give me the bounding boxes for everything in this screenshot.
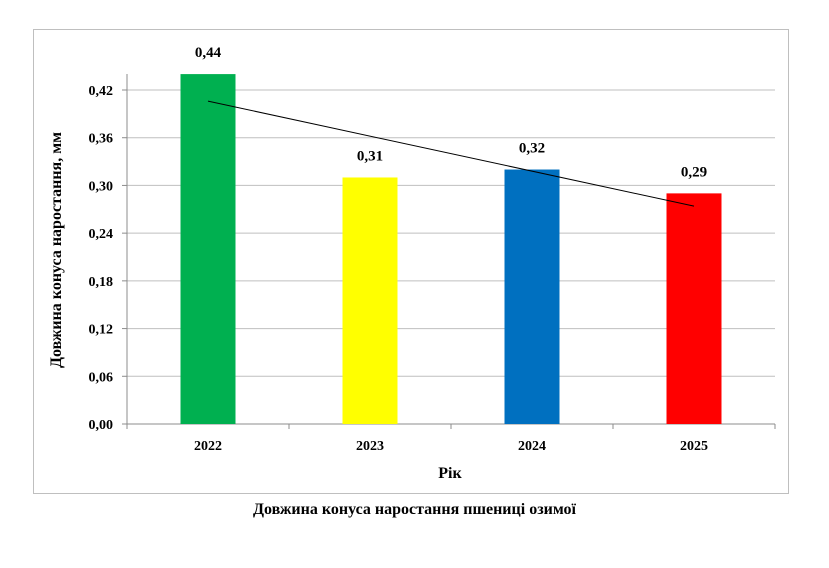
y-tick-label: 0,30: [89, 179, 114, 194]
y-tick-label: 0,24: [89, 227, 114, 242]
bar-2023: [342, 177, 398, 424]
x-tick-label: 2023: [356, 439, 384, 454]
y-tick-label: 0,06: [89, 370, 114, 385]
data-label: 0,29: [681, 164, 707, 180]
bar-2025: [666, 193, 722, 424]
y-tick-label: 0,36: [89, 132, 114, 147]
x-tick-label: 2025: [680, 439, 708, 454]
bar-chart: 0,00 0,06 0,12 0,18 0,24 0,30 0,36 0,42 0,44 2022…: [48, 45, 776, 482]
y-tick-label: 0,18: [89, 275, 114, 290]
y-tick-label: 0,00: [89, 418, 114, 433]
chart-caption: Довжина конуса наростання пшениці озимої: [253, 501, 576, 518]
trendline: [207, 100, 695, 207]
chart-frame: [33, 29, 789, 494]
bar-2022: [180, 74, 236, 424]
y-axis-title: Довжина конуса наростання, мм: [48, 132, 65, 368]
x-tick-label: 2024: [518, 439, 546, 454]
x-tick-label: 2022: [194, 439, 222, 454]
y-tick-label: 0,42: [89, 84, 114, 99]
data-label: 0,31: [357, 148, 383, 164]
bar-2024: [504, 169, 560, 424]
y-tick-label: 0,12: [89, 323, 114, 338]
data-label: 0,32: [519, 141, 545, 157]
x-axis-title: Рік: [438, 465, 462, 482]
data-label: 0,44: [195, 45, 222, 61]
